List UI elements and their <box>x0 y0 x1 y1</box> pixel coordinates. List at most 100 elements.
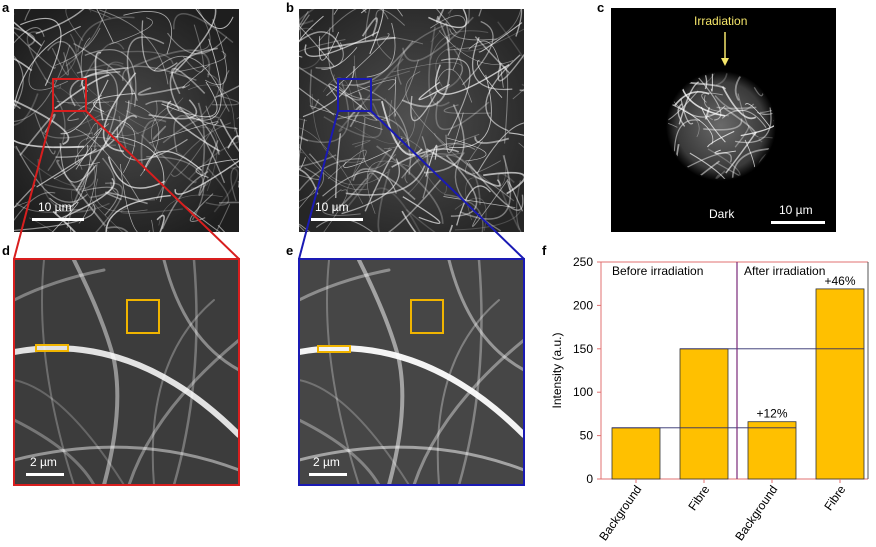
fibre-strand <box>448 74 492 149</box>
fibre-strand <box>430 15 467 71</box>
fibre-strand <box>401 36 451 108</box>
fibre-strand <box>360 9 384 55</box>
fibre-strand <box>170 105 228 177</box>
panel-a-letter: a <box>2 0 10 15</box>
fibre-strand <box>15 145 88 203</box>
fibre-strand <box>435 63 510 95</box>
fibre-strand <box>391 62 464 76</box>
fibre-strand <box>435 45 456 87</box>
fibre-strand <box>188 141 239 180</box>
fibre-strand <box>352 140 371 148</box>
fibre-strand <box>65 9 111 42</box>
fibre-strand <box>83 176 124 232</box>
fibre-strand <box>321 189 361 216</box>
fibre-strand <box>299 379 410 485</box>
micrograph-c <box>611 8 836 232</box>
fibre-strand <box>179 106 238 130</box>
fibre-strand <box>205 167 230 206</box>
fibre-strand <box>668 90 699 122</box>
fibre-strand <box>327 149 367 180</box>
fibre-strand <box>299 9 315 26</box>
roi-fibre-d <box>35 344 69 352</box>
fibre-strand <box>28 217 54 232</box>
fibre-strand <box>14 99 70 146</box>
scale-bar-b <box>311 218 363 221</box>
fibre-strand <box>483 171 524 195</box>
scale-label-b: 10 µm <box>315 200 349 214</box>
zoom-line-a-right <box>85 110 240 260</box>
fibre-strand <box>377 36 424 60</box>
scale-label-d: 2 µm <box>30 455 57 469</box>
micrograph-b <box>299 9 524 232</box>
fibre-strand <box>299 10 310 31</box>
fibre-strand <box>443 104 491 115</box>
fibre-strand <box>394 76 397 117</box>
fibre-strand <box>59 143 97 183</box>
fibre-strand <box>174 159 239 195</box>
fibre-strand <box>710 73 713 92</box>
fibre-strand <box>445 155 478 217</box>
fibre-strand <box>299 119 306 170</box>
fibre-strand <box>343 149 392 168</box>
fibre-strand <box>24 9 31 21</box>
fibre-strand <box>110 135 165 202</box>
scale-bar-a <box>32 218 84 221</box>
fibre-strand <box>376 145 444 224</box>
fibre-strand <box>725 131 758 174</box>
fibre-strand <box>81 66 129 92</box>
percent-annotation: +12% <box>756 407 787 421</box>
fibre-strand <box>435 100 490 131</box>
fibre-strand <box>372 187 421 232</box>
fibre-strand <box>497 21 524 87</box>
fibre-strand <box>735 107 772 144</box>
fibre-strand <box>72 260 120 485</box>
fibre-strand <box>309 69 320 110</box>
intensity-bar-chart: 0 50 100 150 200 250 Intensity (a.u.) Backgroun… <box>550 255 869 543</box>
fibre-strand <box>34 113 56 155</box>
fibre-strand <box>299 31 342 50</box>
fibre-strand <box>299 38 346 53</box>
fibre-network-b <box>299 9 524 232</box>
fibre-strand <box>143 150 203 171</box>
fibre-strand <box>348 40 414 87</box>
fibre-strand <box>333 178 368 211</box>
fibre-strand <box>35 9 85 35</box>
fibre-strand <box>299 15 324 58</box>
fibre-strand <box>319 37 396 51</box>
fibre-strand <box>669 103 714 145</box>
fibre-strand <box>686 152 732 169</box>
fibre-strand <box>431 48 463 95</box>
fibre-strand <box>309 105 383 130</box>
fibre-strand <box>75 115 138 192</box>
fibre-strand <box>706 130 735 148</box>
fibre-strand <box>434 132 515 202</box>
fibre-strand <box>436 299 500 485</box>
fibre-strand <box>56 100 110 104</box>
zoom-box-b <box>337 78 372 112</box>
fibre-strand <box>299 158 366 192</box>
fibre-strand <box>341 158 400 215</box>
fibre-zoom-e <box>299 260 524 485</box>
bar-0 <box>611 427 661 480</box>
fibre-strand <box>141 20 178 72</box>
scale-label-e: 2 µm <box>313 455 340 469</box>
fibre-strand <box>361 17 378 37</box>
fibre-strand <box>716 162 740 176</box>
fibre-strand <box>335 114 411 175</box>
scale-bar-e <box>309 473 347 476</box>
fibre-strand <box>326 260 360 485</box>
fibre-strand <box>326 33 390 96</box>
fibre-strand <box>56 159 107 227</box>
bar-1 <box>679 348 729 480</box>
fibre-strand <box>125 101 160 177</box>
dark-label: Dark <box>709 207 735 221</box>
panel-e-letter: e <box>286 243 294 258</box>
fibre-strand <box>14 44 71 122</box>
fibre-strand <box>318 9 389 42</box>
fibre-strand <box>405 71 448 147</box>
fibre-strand <box>410 92 438 122</box>
fibre-strand <box>342 147 391 213</box>
fibre-strand <box>66 58 146 129</box>
fibre-strand <box>47 40 84 78</box>
